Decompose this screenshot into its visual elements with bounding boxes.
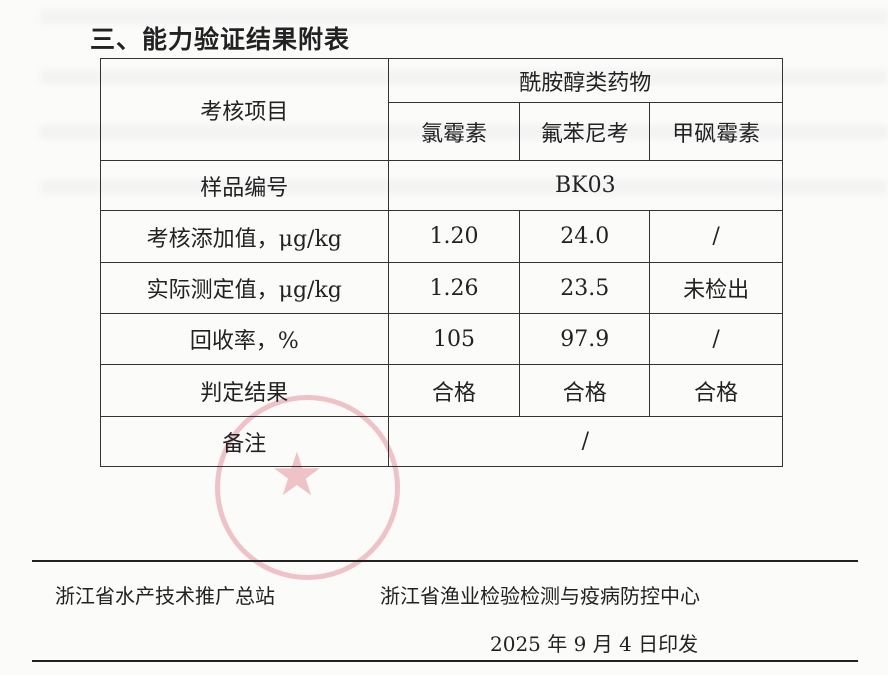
row-label: 样品编号 bbox=[100, 160, 389, 211]
table-row: 判定结果 合格 合格 合格 bbox=[100, 364, 783, 417]
cell: 1.20 bbox=[387, 210, 521, 263]
remark-value: / bbox=[387, 416, 784, 467]
row-label: 回收率，% bbox=[100, 313, 389, 365]
section-title: 三、能力验证结果附表 bbox=[90, 25, 351, 54]
sample-id: BK03 bbox=[387, 160, 784, 211]
cell: 24.0 bbox=[519, 210, 651, 263]
cell: 105 bbox=[387, 313, 521, 365]
col-header: 甲砜霉素 bbox=[649, 102, 783, 161]
table-row: 考核添加值，μg/kg 1.20 24.0/ bbox=[100, 210, 783, 263]
cell: 1.26 bbox=[387, 262, 521, 314]
row-label: 实际测定值，μg/kg bbox=[100, 262, 389, 314]
cell: 97.9 bbox=[519, 313, 651, 365]
col-header: 氟苯尼考 bbox=[519, 102, 651, 161]
row-label: 备注 bbox=[100, 416, 389, 467]
header-group: 酰胺醇类药物 bbox=[387, 58, 784, 103]
header-item: 考核项目 bbox=[100, 58, 389, 161]
cell: 合格 bbox=[519, 364, 651, 417]
cell: 未检出 bbox=[649, 262, 783, 314]
results-table: 考核项目 酰胺醇类药物 氯霉素 氟苯尼考 甲砜霉素 样品编号 BK03 考核添加值，μg… bbox=[100, 58, 784, 467]
row-label: 判定结果 bbox=[100, 364, 389, 417]
cell: 23.5 bbox=[519, 262, 651, 314]
col-header: 氯霉素 bbox=[387, 102, 521, 161]
issuer-1: 浙江省水产技术推广总站 bbox=[55, 584, 275, 608]
issuer-2: 浙江省渔业检验检测与疫病防控中心 bbox=[380, 584, 700, 608]
divider bbox=[32, 560, 858, 562]
issue-date: 2025 年 9 月 4 日印发 bbox=[490, 632, 699, 656]
table-row: 实际测定值，μg/kg 1.26 23.5 未检出 bbox=[100, 262, 783, 314]
cell: 合格 bbox=[649, 364, 783, 417]
cell: / bbox=[649, 313, 783, 365]
row-label: 考核添加值，μg/kg bbox=[100, 210, 389, 263]
table-row: 回收率，% 105 97.9/ bbox=[100, 313, 783, 365]
cell: 合格 bbox=[387, 364, 521, 417]
divider bbox=[32, 660, 858, 662]
cell: / bbox=[649, 210, 783, 263]
